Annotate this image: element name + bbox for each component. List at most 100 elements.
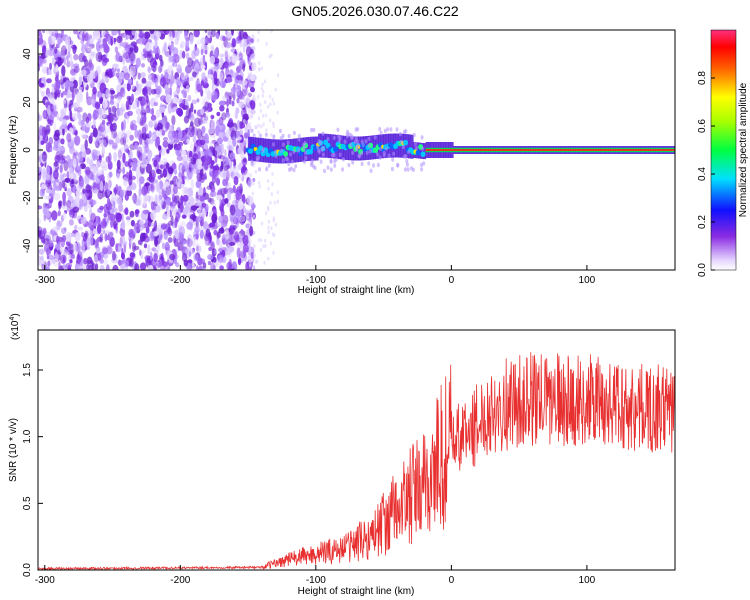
snr-panel: -300 -200 -100 0 100 0.0 0.5 1.0 1.5 Height of … — [8, 313, 676, 597]
noise-speckle — [49, 62, 52, 70]
noise-speckle — [92, 228, 98, 235]
signal-band-core — [603, 149, 607, 151]
noise-speckle — [180, 220, 186, 228]
signal-blob — [308, 148, 314, 155]
noise-speckle — [245, 223, 250, 229]
signal-scatter — [321, 152, 325, 157]
noise-speckle — [216, 111, 221, 117]
noise-speckle — [179, 234, 184, 245]
noise-speckle — [249, 225, 254, 237]
signal-band-core — [483, 149, 487, 151]
noise-speckle — [169, 202, 174, 207]
noise-speckle — [162, 261, 169, 267]
noise-speckle — [150, 114, 157, 121]
spectrogram-y-tick-label: -20 — [22, 190, 33, 205]
noise-speckle — [73, 46, 77, 50]
noise-speckle — [79, 267, 84, 270]
signal-band-core — [438, 149, 442, 151]
noise-speckle — [132, 194, 136, 202]
noise-speckle — [204, 172, 207, 180]
noise-speckle — [224, 47, 229, 58]
noise-speckle — [102, 99, 108, 109]
noise-speckle — [158, 194, 163, 201]
noise-speckle — [43, 214, 47, 222]
signal-scatter — [309, 162, 313, 168]
signal-band-core — [435, 149, 439, 151]
signal-band-core — [445, 149, 449, 151]
noise-speckle — [111, 250, 116, 261]
noise-speckle — [129, 252, 136, 258]
signal-band-core — [465, 149, 469, 151]
signal-scatter — [351, 150, 355, 155]
signal-band-core — [670, 149, 674, 151]
noise-speckle — [180, 195, 184, 205]
noise-speckle — [199, 139, 206, 146]
noise-speckle — [218, 100, 226, 106]
snr-y-tick-label: 0.0 — [22, 563, 33, 577]
noise-speckle — [43, 238, 50, 245]
noise-speckle — [254, 76, 257, 80]
noise-speckle — [162, 181, 170, 192]
noise-speckle — [74, 225, 78, 230]
noise-speckle — [60, 138, 65, 145]
signal-band-core — [468, 149, 472, 151]
signal-band-core — [428, 149, 432, 151]
noise-speckle — [193, 163, 198, 175]
noise-speckle — [54, 155, 61, 163]
signal-scatter — [286, 140, 290, 145]
noise-speckle — [71, 90, 75, 102]
noise-speckle — [58, 261, 61, 270]
noise-speckle — [176, 84, 181, 94]
signal-scatter — [338, 152, 342, 157]
noise-speckle — [74, 232, 81, 242]
noise-speckle — [270, 133, 273, 137]
signal-band-core — [628, 149, 632, 151]
signal-blob — [333, 146, 339, 152]
noise-speckle — [185, 127, 189, 133]
noise-speckle — [109, 71, 114, 78]
noise-speckle — [252, 94, 256, 99]
noise-speckle — [250, 99, 256, 110]
signal-band-outer — [420, 142, 424, 159]
signal-scatter — [281, 142, 285, 147]
noise-speckle — [232, 225, 237, 230]
noise-speckle — [66, 170, 70, 180]
signal-band-core — [630, 149, 634, 151]
noise-speckle — [72, 171, 79, 182]
noise-speckle — [109, 87, 115, 94]
noise-speckle — [188, 76, 194, 82]
noise-speckle — [39, 188, 45, 197]
noise-speckle — [141, 126, 147, 134]
colorbar-tick-label: 0.2 — [697, 215, 708, 229]
noise-speckle — [263, 79, 267, 84]
noise-speckle — [162, 213, 168, 220]
noise-speckle — [69, 259, 73, 264]
noise-speckle — [185, 156, 190, 162]
noise-speckle — [125, 30, 129, 36]
signal-band-core — [648, 149, 652, 151]
signal-band-core — [618, 149, 622, 151]
noise-speckle — [181, 149, 187, 156]
noise-speckle — [193, 145, 197, 153]
signal-band-core — [593, 149, 597, 151]
noise-speckle — [126, 129, 132, 137]
noise-speckle — [216, 33, 220, 40]
noise-speckle — [57, 37, 62, 45]
noise-speckle — [62, 77, 67, 82]
noise-speckle — [269, 102, 272, 107]
noise-speckle — [268, 94, 272, 99]
noise-speckle — [86, 46, 93, 52]
noise-speckle — [73, 30, 79, 35]
noise-speckle — [137, 129, 143, 141]
noise-speckle — [191, 261, 195, 267]
noise-speckle — [100, 160, 107, 169]
noise-speckle — [237, 241, 241, 247]
snr-x-label: Height of straight line (km) — [298, 586, 415, 597]
noise-speckle — [204, 149, 211, 155]
noise-speckle — [230, 172, 233, 177]
noise-speckle — [228, 258, 232, 270]
noise-speckle — [238, 52, 244, 58]
noise-speckle — [105, 264, 110, 270]
signal-scatter — [345, 132, 349, 137]
